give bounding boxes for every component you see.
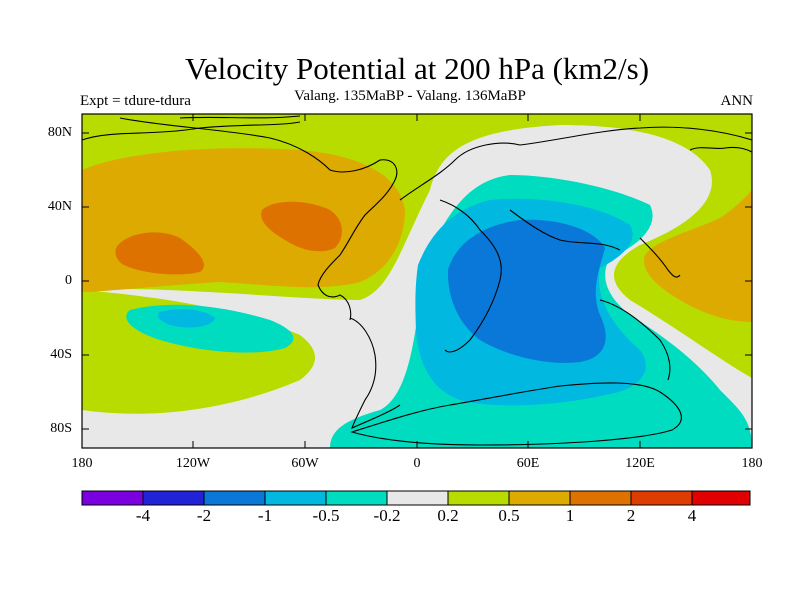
colorbar bbox=[81, 490, 751, 506]
coastline-north-pacific bbox=[689, 146, 752, 153]
colorbar-label: -0.2 bbox=[373, 506, 401, 525]
colorbar-swatch-5 bbox=[325, 490, 388, 506]
contour-pos-strong-pacific bbox=[115, 232, 204, 275]
colorbar-swatch-6 bbox=[386, 490, 449, 506]
plot-title: Velocity Potential at 200 hPa (km2/s) bbox=[184, 51, 650, 86]
colorbar-swatch-10 bbox=[630, 490, 693, 506]
coastline-east-australia bbox=[599, 299, 671, 381]
lon-label-0: 0 bbox=[413, 456, 421, 471]
lon-label-60w: 60W bbox=[291, 456, 319, 471]
lat-label-40s: 40S bbox=[50, 347, 72, 362]
contour-neg-strong bbox=[447, 219, 606, 363]
colorbar-label: -2 bbox=[196, 506, 212, 525]
colorbar-label: 0.5 bbox=[498, 506, 520, 525]
experiment-label: Expt = tdure-tdura bbox=[80, 93, 191, 109]
colorbar-label: 4 bbox=[687, 506, 697, 525]
coastline-eurasia bbox=[399, 126, 752, 353]
contour-neg-mid-pacific bbox=[157, 309, 215, 328]
lon-label-120e: 120E bbox=[625, 456, 655, 471]
colorbar-swatch-3 bbox=[203, 490, 266, 506]
lon-ticks bbox=[192, 114, 641, 448]
contour-pos-mid-east bbox=[644, 190, 752, 322]
coastline-pacific-islands bbox=[639, 237, 681, 278]
colorbar-swatch-1 bbox=[81, 490, 144, 506]
colorbar-swatch-2 bbox=[142, 490, 205, 506]
colorbar-label: 0.2 bbox=[437, 506, 459, 525]
colorbar-swatch-4 bbox=[264, 490, 327, 506]
colorbar-label: -0.5 bbox=[312, 506, 340, 525]
colorbar-swatch-11 bbox=[691, 490, 751, 506]
plot-subtitle: Valang. 135MaBP - Valang. 136MaBP bbox=[294, 88, 526, 104]
lon-label-120w: 120W bbox=[175, 456, 211, 471]
lon-label-180e: 180 bbox=[741, 456, 763, 471]
season-label: ANN bbox=[720, 93, 754, 109]
colorbar-label: 1 bbox=[565, 506, 575, 525]
lat-label-80n: 80N bbox=[47, 125, 72, 140]
colorbar-label: 2 bbox=[626, 506, 636, 525]
colorbar-label: -4 bbox=[135, 506, 151, 525]
lat-label-eq: 0 bbox=[65, 273, 72, 288]
contour-pos-strong-america bbox=[261, 201, 342, 252]
coastline-north-america bbox=[119, 117, 398, 321]
lon-label-180w: 180 bbox=[71, 456, 93, 471]
lat-label-80s: 80S bbox=[50, 421, 72, 436]
coastline-southeast-asia bbox=[509, 209, 621, 251]
colorbar-label: -1 bbox=[257, 506, 273, 525]
coastline-antarctica bbox=[350, 382, 682, 446]
lon-label-60e: 60E bbox=[516, 456, 540, 471]
lat-label-40n: 40N bbox=[47, 199, 72, 214]
contour-fields bbox=[82, 114, 752, 448]
colorbar-swatch-8 bbox=[508, 490, 571, 506]
colorbar-swatch-7 bbox=[447, 490, 510, 506]
lat-ticks bbox=[82, 132, 752, 430]
coastlines bbox=[82, 115, 752, 446]
colorbar-swatch-9 bbox=[569, 490, 632, 506]
coastline-south-america bbox=[349, 317, 401, 430]
